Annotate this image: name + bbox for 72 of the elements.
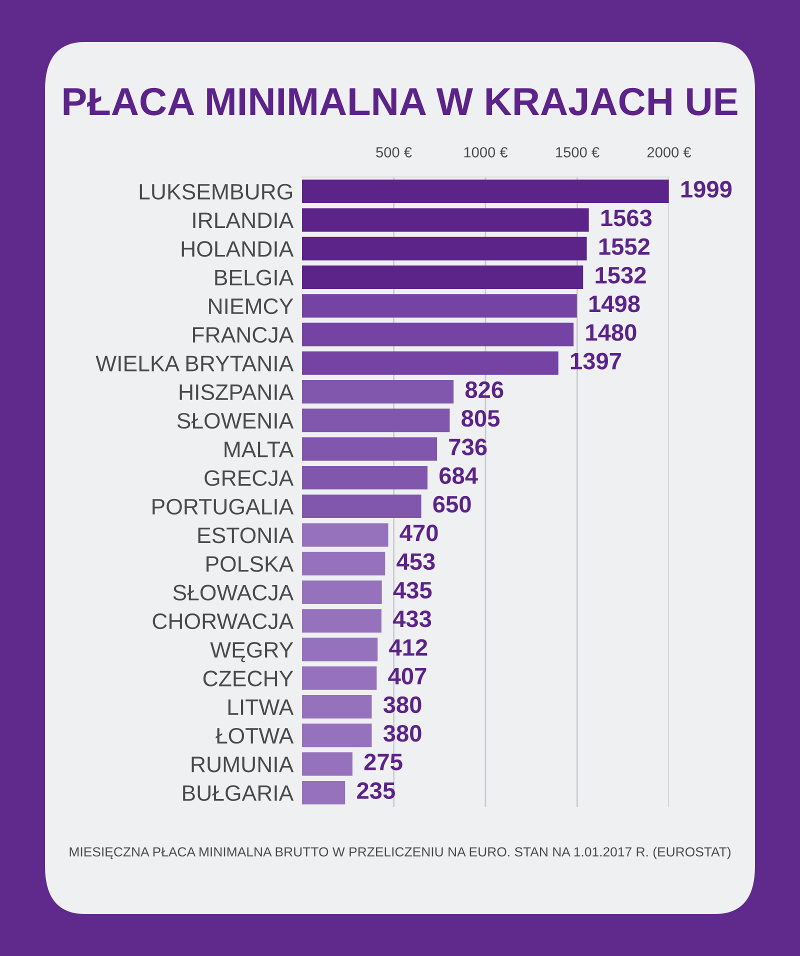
bar <box>302 695 372 719</box>
y-tick-label: POLSKA <box>206 556 294 572</box>
bar <box>302 552 386 576</box>
bar <box>302 609 382 633</box>
data-label: 1397 <box>570 352 621 370</box>
y-tick-label: RUMUNIA <box>192 756 294 772</box>
bar <box>302 780 346 804</box>
y-tick-label: FRANCJA <box>193 327 294 343</box>
y-tick-label: MALTA <box>224 442 294 458</box>
y-tick-label: HOLANDIA <box>182 241 294 257</box>
data-label: 1498 <box>589 295 640 312</box>
bar <box>302 724 372 748</box>
bar <box>302 666 377 690</box>
chart-title: PŁACA MINIMALNA W KRAJACH UE <box>64 88 738 116</box>
bar <box>302 494 422 518</box>
bar <box>302 208 589 232</box>
text: MIESIĘCZNA PŁACA MINIMALNA BRUTTO W PRZELICZENIU NA EURO. STAN NA 1.01.2017 R. (EUROSTAT) <box>70 846 730 860</box>
bar <box>302 294 577 318</box>
data-label: 380 <box>383 725 422 742</box>
data-label: 1480 <box>586 324 636 341</box>
bar <box>302 580 382 604</box>
bar <box>302 752 352 776</box>
data-label: 470 <box>400 524 438 542</box>
data-label: 650 <box>433 496 471 513</box>
bar <box>302 466 428 490</box>
bar <box>302 322 574 346</box>
data-label: 736 <box>449 438 487 456</box>
data-label: 407 <box>388 668 426 684</box>
data-label: 1552 <box>599 238 650 255</box>
y-tick-label: LUKSEMBURG <box>140 184 292 200</box>
data-label: 412 <box>389 639 428 656</box>
y-tick-label: WĘGRY <box>210 642 294 662</box>
data-label: 1563 <box>601 210 652 226</box>
y-tick-label: ESTONIA <box>198 527 294 544</box>
bar <box>302 638 378 662</box>
data-label: 453 <box>396 553 435 570</box>
bar <box>302 351 558 375</box>
bar <box>302 408 450 432</box>
y-tick-label: GRECJA <box>204 470 294 486</box>
y-tick-label: WIELKA BRYTANIA <box>96 356 294 372</box>
bar <box>302 380 454 404</box>
y-tick-label: HISZPANIA <box>180 384 294 400</box>
data-label: 826 <box>465 381 504 398</box>
data-label: 380 <box>383 696 422 714</box>
data-label: 1999 <box>681 180 732 198</box>
data-label: 684 <box>439 467 478 484</box>
data-label: 433 <box>392 610 432 628</box>
bar <box>302 265 584 289</box>
y-tick-label: BELGIA <box>215 270 294 286</box>
y-tick-label: LITWA <box>228 700 294 715</box>
y-tick-label: SŁOWACJA <box>173 584 294 600</box>
y-tick-label: SŁOWENIA <box>177 412 294 429</box>
y-tick-label: IRLANDIA <box>193 212 294 228</box>
y-tick-label: CZECHY <box>203 670 294 686</box>
bar <box>302 236 587 260</box>
data-label: 1532 <box>596 266 646 284</box>
y-tick-label: CHORWACJA <box>152 613 294 630</box>
data-label: 435 <box>393 582 432 599</box>
bar <box>302 180 669 204</box>
y-tick-label: PORTUGALIA <box>152 498 294 515</box>
x-tick-label: 1000 € <box>464 147 508 158</box>
bar <box>302 437 438 461</box>
y-tick-label: BUŁGARIA <box>183 785 294 801</box>
y-tick-label: NIEMCY <box>209 298 294 314</box>
bar <box>302 523 388 547</box>
x-tick-label: 2000 € <box>647 147 692 158</box>
x-tick-label: 500 € <box>376 147 412 158</box>
data-label: 805 <box>462 410 500 427</box>
y-tick-label: ŁOTWA <box>216 728 294 744</box>
data-label: 235 <box>357 782 395 800</box>
data-label: 275 <box>364 754 402 770</box>
x-tick-label: 1500 € <box>556 147 600 158</box>
